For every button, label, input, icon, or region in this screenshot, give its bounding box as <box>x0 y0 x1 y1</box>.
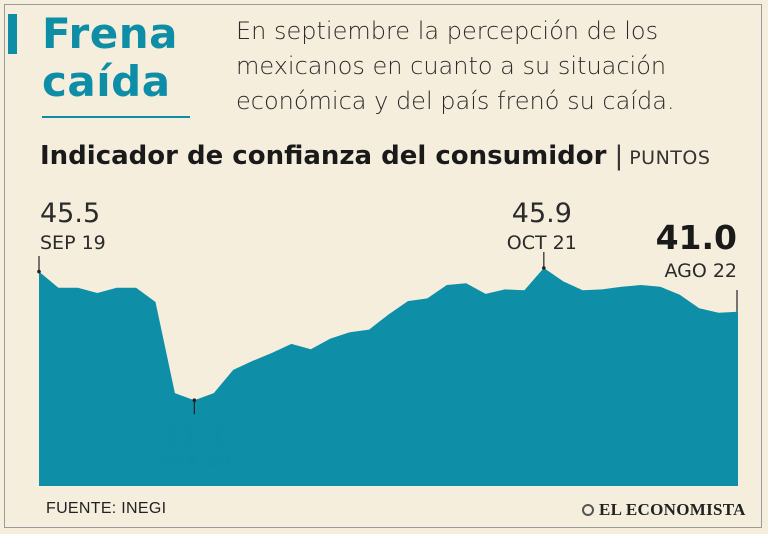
annotation-value: 31.1 <box>161 422 228 453</box>
headline: Frena caída <box>42 10 178 106</box>
subhead-line-3: económica y del país frenó su caída. <box>236 87 675 115</box>
headline-underline <box>42 116 190 118</box>
title-separator: | <box>614 141 624 171</box>
annotation-date: SEP 19 <box>40 232 106 254</box>
source-note: FUENTE: INEGI <box>46 500 167 517</box>
annotation-date: OCT 21 <box>507 232 577 254</box>
chart-title: Indicador de confianza del consumidor | PU… <box>40 141 710 171</box>
chart-title-text: Indicador de confianza del consumidor <box>40 141 607 171</box>
annotation-marker <box>37 269 41 274</box>
annotation-date: ABR 20 <box>158 452 231 473</box>
economista-logo-icon <box>582 504 594 516</box>
annotation-value: 41.0 <box>656 218 737 257</box>
headline-line-2: caída <box>42 57 171 106</box>
brand-name: EL ECONOMISTA <box>599 500 746 519</box>
infographic-frame <box>4 4 762 528</box>
annotation-marker <box>192 398 197 403</box>
headline-accent-bar <box>8 14 17 54</box>
brand-logo: EL ECONOMISTA <box>582 500 746 520</box>
headline-line-1: Frena <box>42 9 178 58</box>
chart-unit: PUNTOS <box>629 147 711 169</box>
subhead-line-2: mexicanos en cuanto a su situación <box>236 52 667 80</box>
confidence-area <box>39 268 738 486</box>
annotation-date: AGO 22 <box>664 260 737 282</box>
subheadline: En septiembre la percepción de los mexic… <box>236 14 756 119</box>
annotation-value: 45.5 <box>40 198 100 229</box>
annotation-marker <box>542 266 546 270</box>
annotation-value: 45.9 <box>512 198 572 229</box>
subhead-line-1: En septiembre la percepción de los <box>236 17 659 45</box>
